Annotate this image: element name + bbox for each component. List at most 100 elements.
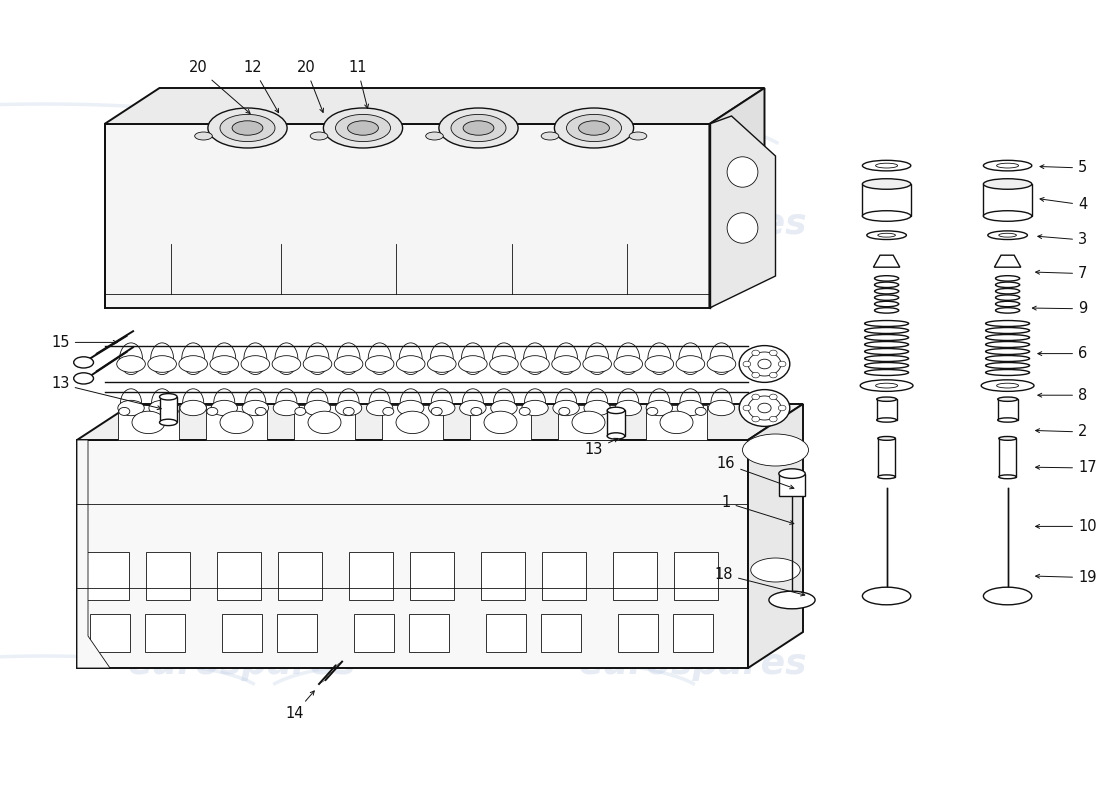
- Ellipse shape: [607, 433, 625, 439]
- Ellipse shape: [336, 400, 362, 416]
- Bar: [278, 552, 322, 600]
- Text: 19: 19: [1036, 570, 1097, 585]
- Bar: [607, 410, 625, 436]
- Bar: [862, 184, 911, 216]
- Polygon shape: [77, 440, 110, 668]
- Ellipse shape: [983, 587, 1032, 605]
- Ellipse shape: [748, 396, 781, 420]
- Ellipse shape: [647, 407, 658, 415]
- Ellipse shape: [484, 411, 517, 434]
- Ellipse shape: [232, 121, 263, 135]
- Ellipse shape: [295, 407, 306, 415]
- Polygon shape: [710, 116, 776, 308]
- Ellipse shape: [752, 350, 760, 356]
- Ellipse shape: [984, 593, 1031, 602]
- Ellipse shape: [583, 356, 612, 372]
- Polygon shape: [873, 255, 900, 267]
- Ellipse shape: [878, 437, 895, 440]
- Text: eurospares: eurospares: [579, 647, 807, 681]
- Polygon shape: [710, 88, 764, 308]
- Ellipse shape: [876, 383, 898, 388]
- Text: 11: 11: [349, 61, 368, 108]
- Bar: [542, 552, 586, 600]
- Bar: [541, 614, 581, 652]
- Ellipse shape: [779, 405, 786, 411]
- Bar: [613, 552, 657, 600]
- Text: 14: 14: [286, 691, 315, 721]
- Ellipse shape: [179, 356, 208, 372]
- Ellipse shape: [999, 234, 1016, 237]
- Ellipse shape: [867, 231, 906, 239]
- Ellipse shape: [255, 407, 266, 415]
- Ellipse shape: [862, 210, 911, 222]
- Ellipse shape: [862, 587, 911, 605]
- Ellipse shape: [459, 356, 487, 372]
- Text: 12: 12: [244, 61, 278, 113]
- Ellipse shape: [211, 400, 238, 416]
- Ellipse shape: [519, 407, 530, 415]
- Ellipse shape: [648, 343, 671, 374]
- Ellipse shape: [999, 475, 1016, 478]
- Ellipse shape: [396, 411, 429, 434]
- Ellipse shape: [876, 163, 898, 168]
- Ellipse shape: [343, 407, 354, 415]
- Ellipse shape: [615, 400, 641, 416]
- Ellipse shape: [400, 389, 421, 418]
- Ellipse shape: [983, 160, 1032, 171]
- Ellipse shape: [368, 343, 392, 374]
- Bar: [481, 552, 525, 600]
- Ellipse shape: [645, 356, 673, 372]
- Ellipse shape: [752, 416, 760, 422]
- Ellipse shape: [308, 411, 341, 434]
- Polygon shape: [383, 405, 442, 440]
- Text: 18: 18: [715, 567, 805, 596]
- Ellipse shape: [524, 343, 547, 374]
- Ellipse shape: [426, 132, 443, 140]
- Ellipse shape: [678, 400, 704, 416]
- Ellipse shape: [490, 356, 518, 372]
- Ellipse shape: [646, 400, 672, 416]
- Ellipse shape: [337, 343, 360, 374]
- Ellipse shape: [877, 418, 896, 422]
- Text: eurospares: eurospares: [579, 207, 807, 241]
- Ellipse shape: [770, 350, 778, 356]
- Ellipse shape: [275, 343, 298, 374]
- Ellipse shape: [494, 389, 515, 418]
- Ellipse shape: [304, 356, 332, 372]
- Ellipse shape: [520, 356, 549, 372]
- Polygon shape: [77, 404, 803, 440]
- Ellipse shape: [273, 400, 299, 416]
- Bar: [217, 552, 261, 600]
- Bar: [409, 614, 449, 652]
- Text: 20: 20: [296, 61, 323, 113]
- Bar: [998, 399, 1018, 420]
- Ellipse shape: [585, 343, 608, 374]
- Ellipse shape: [167, 407, 178, 415]
- Bar: [878, 438, 895, 477]
- Ellipse shape: [758, 359, 771, 369]
- Ellipse shape: [491, 400, 517, 416]
- Polygon shape: [104, 124, 710, 308]
- Bar: [410, 552, 454, 600]
- Ellipse shape: [370, 389, 390, 418]
- Polygon shape: [104, 88, 764, 124]
- Ellipse shape: [74, 357, 94, 368]
- Ellipse shape: [241, 356, 270, 372]
- Ellipse shape: [739, 390, 790, 426]
- Ellipse shape: [862, 178, 911, 190]
- Ellipse shape: [118, 400, 144, 416]
- Ellipse shape: [334, 356, 363, 372]
- Ellipse shape: [877, 397, 896, 402]
- Ellipse shape: [983, 210, 1032, 222]
- Ellipse shape: [151, 343, 174, 374]
- Ellipse shape: [399, 343, 422, 374]
- Ellipse shape: [556, 389, 576, 418]
- Ellipse shape: [752, 372, 760, 378]
- Ellipse shape: [132, 411, 165, 434]
- Polygon shape: [104, 136, 764, 172]
- Ellipse shape: [744, 405, 751, 411]
- Polygon shape: [647, 405, 706, 440]
- Ellipse shape: [742, 434, 808, 466]
- Ellipse shape: [120, 343, 143, 374]
- Ellipse shape: [997, 383, 1019, 388]
